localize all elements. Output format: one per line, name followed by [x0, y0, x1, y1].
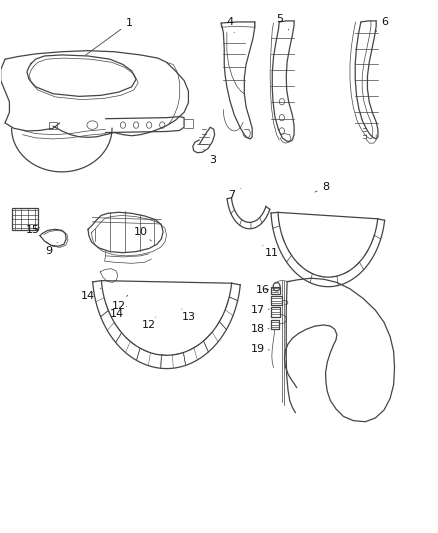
Text: 14: 14: [81, 288, 101, 301]
Text: 12: 12: [142, 317, 156, 330]
Text: 7: 7: [229, 188, 241, 200]
Text: 16: 16: [256, 286, 270, 295]
Text: 4: 4: [226, 17, 234, 33]
Text: 10: 10: [134, 227, 151, 241]
Text: 8: 8: [315, 182, 329, 192]
Text: 5: 5: [277, 14, 289, 30]
Text: 3: 3: [204, 150, 216, 165]
Text: 17: 17: [251, 305, 269, 315]
Text: 1: 1: [86, 18, 133, 55]
Text: 15: 15: [25, 225, 39, 236]
Text: 9: 9: [45, 243, 57, 255]
Text: 18: 18: [251, 324, 269, 334]
Text: 6: 6: [376, 17, 389, 31]
Text: 12: 12: [112, 295, 128, 311]
Text: 11: 11: [263, 245, 279, 258]
Bar: [12, 208, 38, 230]
Text: 14: 14: [110, 306, 127, 319]
Text: 13: 13: [181, 309, 195, 322]
Text: 19: 19: [251, 344, 269, 354]
